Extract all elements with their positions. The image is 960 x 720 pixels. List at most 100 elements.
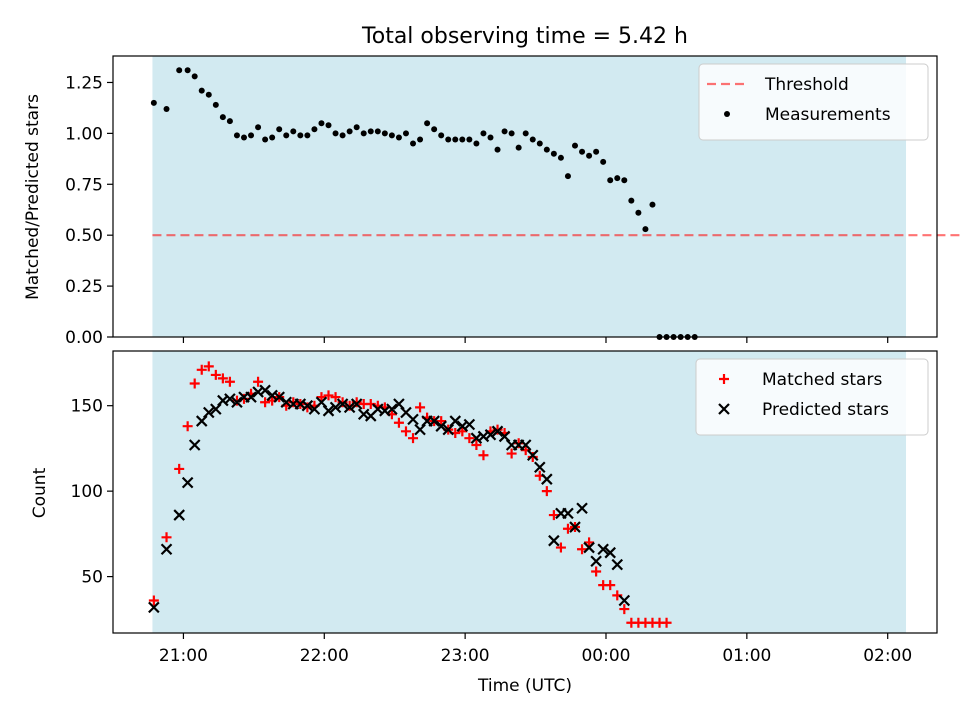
measurement-point bbox=[614, 175, 621, 182]
matched-star-point bbox=[260, 397, 271, 408]
matched-star-point bbox=[605, 580, 616, 591]
measurement-point bbox=[445, 136, 452, 143]
measurement-point bbox=[318, 120, 325, 127]
y-tick-label: 0.00 bbox=[65, 328, 103, 348]
legend-threshold-label: Threshold bbox=[764, 75, 849, 95]
measurement-point bbox=[248, 132, 255, 139]
legend-box bbox=[698, 63, 929, 141]
matched-star-point bbox=[478, 450, 489, 461]
matched-star-point bbox=[513, 438, 524, 449]
measurement-point bbox=[297, 132, 304, 139]
y-tick-label: 50 bbox=[81, 568, 103, 588]
predicted-star-point bbox=[618, 594, 631, 607]
measurement-point bbox=[374, 128, 381, 135]
matched-star-point bbox=[457, 426, 468, 437]
measurement-point bbox=[332, 130, 339, 137]
measurement-point bbox=[388, 132, 395, 139]
predicted-star-point bbox=[259, 384, 271, 397]
y-tick-label: 0.75 bbox=[65, 175, 103, 195]
top-panel: 0.00 0.25 0.50 0.75 1.00 1.25 Threshold Measure… bbox=[65, 55, 960, 348]
predicted-star-point bbox=[611, 558, 624, 571]
matched-star-point bbox=[400, 426, 411, 437]
measurement-point bbox=[522, 130, 529, 137]
x-tick-label: 01:00 bbox=[722, 646, 771, 666]
matched-star-point bbox=[203, 361, 214, 372]
x-axis-label: Time (UTC) bbox=[477, 676, 572, 696]
matched-star-point bbox=[323, 390, 334, 401]
predicted-star-point bbox=[428, 415, 440, 427]
x-tick-label: 23:00 bbox=[441, 646, 490, 666]
measurement-point bbox=[212, 101, 219, 108]
measurement-point bbox=[564, 173, 571, 180]
predicted-star-point bbox=[562, 507, 574, 520]
legend-predicted-label: Predicted stars bbox=[762, 400, 889, 420]
measurement-point bbox=[529, 136, 536, 143]
measurement-point bbox=[642, 226, 649, 233]
predicted-star-point bbox=[301, 399, 314, 412]
matched-star-point bbox=[661, 617, 672, 628]
measurement-point bbox=[219, 114, 226, 121]
measurement-point bbox=[635, 209, 642, 216]
measurement-point bbox=[176, 67, 183, 74]
matched-star-point bbox=[182, 421, 193, 432]
matched-star-point bbox=[548, 510, 559, 521]
measurement-point bbox=[466, 136, 473, 143]
measurement-point bbox=[276, 126, 283, 133]
measurement-point bbox=[269, 134, 276, 141]
predicted-star-point bbox=[526, 449, 539, 462]
measurement-point bbox=[191, 73, 198, 80]
measurement-point bbox=[353, 124, 360, 131]
bottom-panel: 50 100 150 21:00 22:00 23:00 00:00 01:00 02:00 Ma… bbox=[71, 350, 938, 666]
predicted-star-point bbox=[449, 415, 462, 427]
measurement-point bbox=[459, 136, 466, 143]
measurement-point bbox=[508, 130, 515, 137]
measurement-point bbox=[431, 126, 438, 133]
predicted-star-point bbox=[463, 418, 476, 431]
top-y-axis-label: Matched/Predicted stars bbox=[23, 94, 43, 300]
y-tick-label: 150 bbox=[71, 397, 103, 417]
measurement-point bbox=[163, 105, 170, 112]
predicted-star-point bbox=[548, 534, 560, 547]
measurement-point bbox=[593, 148, 600, 155]
y-tick-label: 0.25 bbox=[65, 277, 103, 297]
predicted-star-point bbox=[329, 401, 342, 414]
measurement-point bbox=[395, 134, 402, 141]
measurement-point bbox=[417, 136, 424, 143]
x-tick-label: 21:00 bbox=[159, 646, 208, 666]
legend-matched-swatch bbox=[719, 374, 729, 384]
measurement-point bbox=[339, 132, 346, 139]
y-tick-label: 0.50 bbox=[65, 226, 103, 246]
axes-frame bbox=[112, 350, 938, 634]
measurement-point bbox=[452, 136, 459, 143]
measurement-point bbox=[184, 67, 191, 74]
matched-star-point bbox=[527, 451, 538, 462]
measurement-point bbox=[240, 134, 247, 141]
measurement-point bbox=[480, 130, 487, 137]
measurement-point bbox=[381, 130, 388, 137]
matched-star-point bbox=[288, 397, 299, 408]
measurement-point bbox=[579, 148, 586, 155]
matched-star-point bbox=[330, 392, 341, 403]
measurement-point bbox=[360, 130, 367, 137]
measurement-point bbox=[311, 126, 318, 133]
matched-star-point bbox=[584, 537, 595, 548]
predicted-star-point bbox=[407, 413, 419, 426]
measurement-point bbox=[487, 134, 494, 141]
measurement-point bbox=[536, 140, 543, 147]
x-tick-label: 00:00 bbox=[581, 646, 630, 666]
matched-star-point bbox=[224, 376, 235, 387]
measurement-point bbox=[233, 132, 240, 139]
matched-star-point bbox=[436, 416, 447, 427]
predicted-star-point bbox=[519, 439, 532, 451]
predicted-star-point bbox=[350, 398, 363, 410]
predicted-star-point bbox=[590, 555, 602, 567]
matched-star-point bbox=[619, 604, 630, 615]
predicted-star-point bbox=[541, 473, 553, 485]
legend-matched-label: Matched stars bbox=[762, 370, 882, 390]
measurement-point bbox=[586, 152, 593, 159]
matched-star-point bbox=[316, 392, 327, 403]
measurement-point bbox=[205, 91, 212, 98]
matched-star-point bbox=[555, 542, 566, 553]
legend-predicted-swatch bbox=[718, 403, 730, 415]
matched-star-point bbox=[506, 448, 517, 459]
